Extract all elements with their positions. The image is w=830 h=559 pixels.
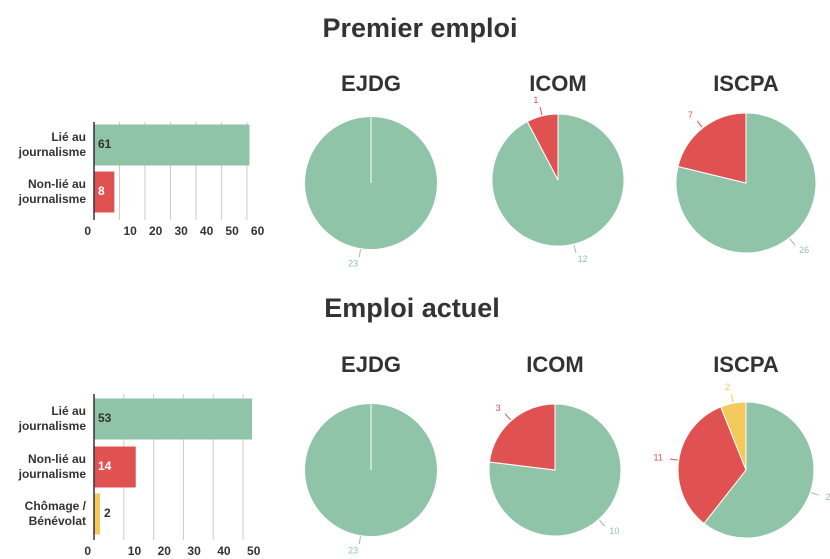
data-label: 7 — [688, 110, 693, 120]
leader-line — [669, 458, 678, 461]
data-label: 10 — [609, 526, 619, 536]
data-label: 26 — [799, 245, 809, 255]
pie-slice — [677, 112, 747, 184]
x-tick-label: 0 — [84, 224, 91, 238]
pie-title: ISCPA — [713, 71, 779, 96]
pie-slice — [677, 406, 747, 525]
pie-slice — [720, 401, 747, 471]
x-tick-label: 50 — [225, 224, 239, 238]
x-tick-label: 10 — [128, 544, 142, 558]
bar — [94, 398, 252, 440]
data-label: 3 — [496, 403, 501, 413]
pie-title: ICOM — [529, 71, 586, 96]
data-label: 23 — [348, 258, 358, 268]
category-label: Non-lié au journalisme — [18, 452, 86, 481]
pie-title: EJDG — [341, 71, 401, 96]
data-label: 1 — [533, 95, 538, 105]
pie-title: EJDG — [341, 352, 401, 377]
x-tick-label: 30 — [174, 224, 188, 238]
leader-line — [730, 394, 734, 403]
x-tick-label: 40 — [217, 544, 231, 558]
x-tick-label: 10 — [123, 224, 137, 238]
data-label: 2 — [104, 506, 111, 520]
section-title: Premier emploi — [322, 13, 517, 43]
category-label: Lié au journalisme — [18, 130, 86, 159]
data-label: 11 — [654, 452, 663, 462]
data-label: 53 — [98, 411, 112, 425]
category-label: Chômage / Bénévolat — [24, 499, 86, 528]
leader-line — [789, 238, 796, 246]
leader-line — [539, 107, 543, 116]
pie-slice — [703, 401, 815, 539]
x-tick-label: 20 — [158, 544, 172, 558]
bar — [94, 446, 136, 488]
leader-line — [504, 413, 511, 421]
section-title: Emploi actuel — [324, 293, 500, 323]
data-label: 8 — [98, 184, 105, 198]
bar — [94, 493, 100, 535]
x-tick-label: 60 — [251, 224, 265, 238]
leader-line — [811, 492, 819, 496]
pie-slice — [526, 113, 559, 181]
leader-line — [358, 536, 362, 545]
pie-slice — [488, 403, 622, 537]
x-tick-label: 20 — [149, 224, 163, 238]
category-label: Non-lié au journalisme — [18, 177, 86, 206]
data-label: 2 — [725, 382, 730, 392]
pie-title: ISCPA — [713, 352, 779, 377]
leader-line — [696, 120, 703, 128]
x-tick-label: 50 — [247, 544, 261, 558]
x-tick-label: 0 — [84, 544, 91, 558]
x-tick-label: 30 — [187, 544, 201, 558]
bar — [94, 124, 250, 166]
leader-line — [573, 244, 577, 253]
data-label: 14 — [98, 459, 112, 473]
category-label: Lié au journalisme — [18, 404, 86, 433]
x-tick-label: 40 — [200, 224, 214, 238]
pie-title: ICOM — [526, 352, 583, 377]
leader-line — [358, 249, 362, 258]
data-label: 23 — [348, 545, 358, 555]
data-label: 12 — [578, 254, 588, 264]
bar — [94, 171, 115, 213]
leader-line — [599, 519, 606, 527]
data-label: 61 — [98, 137, 112, 151]
pie-slice — [488, 403, 556, 471]
data-label: 20 — [825, 492, 830, 502]
